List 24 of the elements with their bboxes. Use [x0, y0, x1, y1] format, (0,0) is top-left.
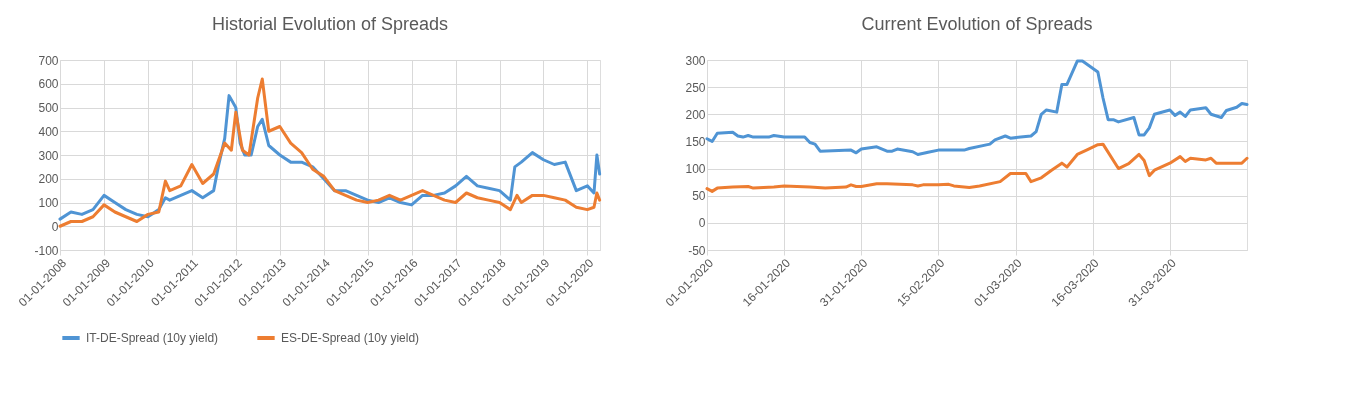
y-tick-label: 100	[685, 162, 706, 177]
y-tick-label: 300	[685, 53, 706, 68]
line-series	[705, 142, 1249, 193]
y-tick-label: 600	[38, 77, 59, 92]
y-tick-label: 100	[38, 196, 59, 210]
y-tick-label: 50	[692, 189, 706, 204]
line-series	[58, 77, 602, 228]
y-tick-label: 700	[38, 53, 59, 68]
y-tick-label: 0	[51, 219, 59, 234]
y-tick-label: 400	[38, 124, 59, 139]
legend-label: ES-DE-Spread (10y yield)	[281, 331, 420, 345]
y-tick-label: 200	[685, 107, 706, 122]
legend-label: IT-DE-Spread (10y yield)	[86, 331, 219, 345]
y-tick-label: 150	[685, 134, 706, 149]
y-tick-label: -50	[688, 243, 706, 258]
line-series	[705, 59, 1249, 156]
y-tick-label: -100	[34, 243, 59, 258]
y-tick-label: 200	[38, 172, 59, 187]
y-tick-label: 500	[38, 101, 59, 115]
y-tick-label: 300	[38, 148, 59, 163]
y-tick-label: 250	[685, 80, 706, 95]
y-tick-label: 0	[698, 216, 706, 231]
chart-title: Historial Evolution of Spreads	[211, 14, 449, 34]
chart-title: Current Evolution of Spreads	[861, 14, 1093, 34]
